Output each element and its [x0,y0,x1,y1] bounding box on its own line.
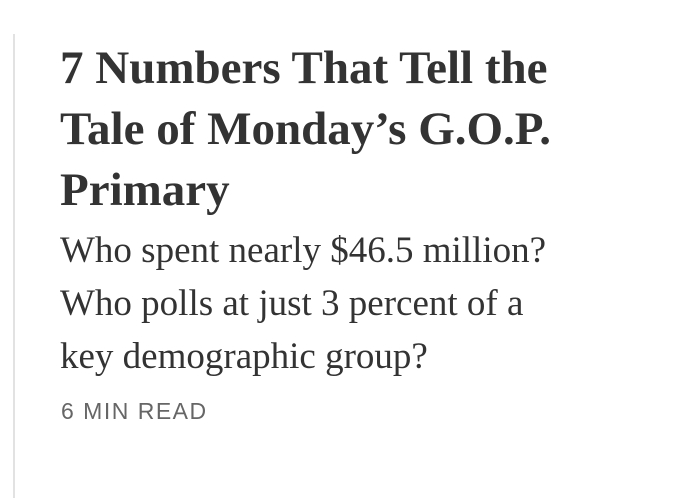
headline-line[interactable]: Tale of Monday’s G.O.P. [60,103,551,155]
summary-line: key demographic group? [60,336,428,377]
summary: Who spent nearly $46.5 million? Who poll… [60,224,680,383]
read-time: 6 MIN READ [61,398,208,424]
headline-line[interactable]: 7 Numbers That Tell the [60,42,548,94]
summary-line: Who polls at just 3 percent of a [60,283,524,324]
headline[interactable]: 7 Numbers That Tell the Tale of Monday’s… [60,38,680,221]
headline-line[interactable]: Primary [60,164,230,216]
divider [13,34,15,498]
summary-line: Who spent nearly $46.5 million? [60,230,547,271]
